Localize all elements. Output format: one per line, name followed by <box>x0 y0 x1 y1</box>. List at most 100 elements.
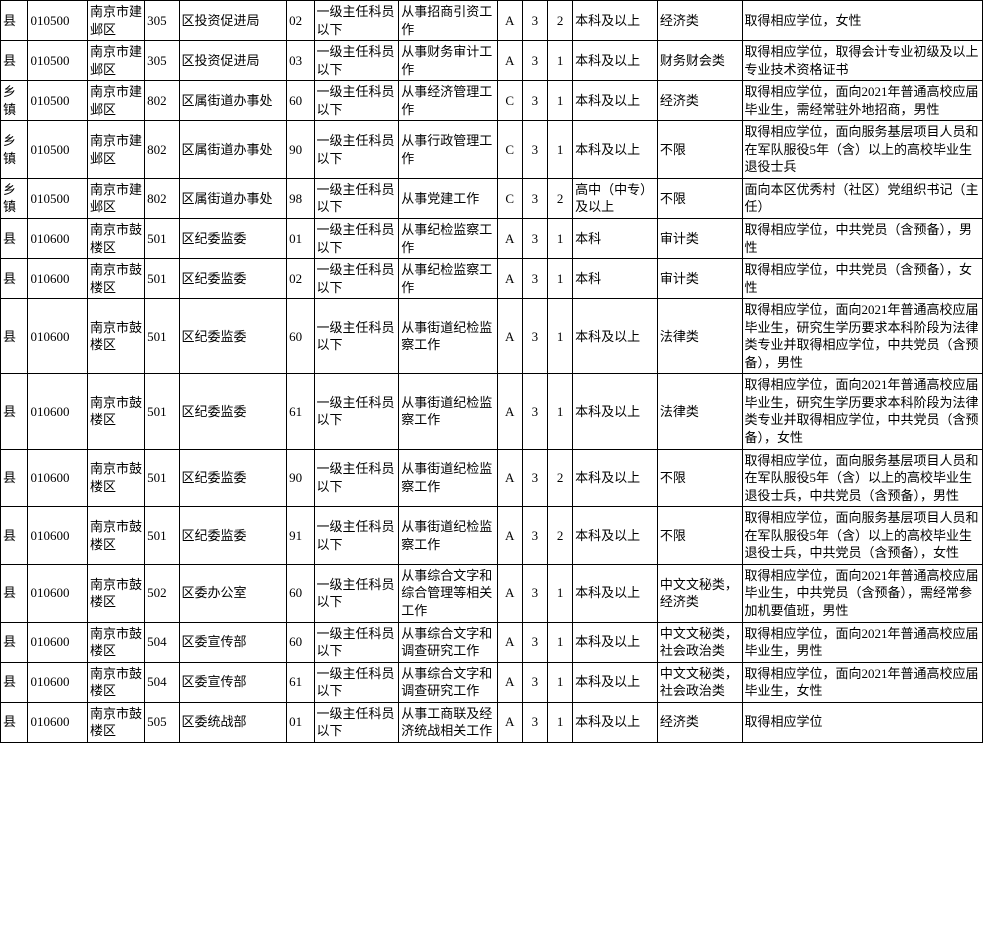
table-row: 县010600南京市鼓楼区501区纪委监委60一级主任科员以下从事街道纪检监察工… <box>1 299 983 374</box>
table-cell: 010600 <box>28 507 88 565</box>
table-cell: 取得相应学位，面向服务基层项目人员和在军队服役5年（含）以上的高校毕业生退役士兵 <box>742 121 982 179</box>
table-cell: 本科 <box>573 219 658 259</box>
table-cell: 60 <box>287 299 314 374</box>
table-cell: 一级主任科员以下 <box>314 374 399 449</box>
table-cell: 010600 <box>28 622 88 662</box>
table-cell: 一级主任科员以下 <box>314 702 399 742</box>
table-row: 县010600南京市鼓楼区504区委宣传部60一级主任科员以下从事综合文字和调查… <box>1 622 983 662</box>
table-cell: 南京市鼓楼区 <box>87 564 144 622</box>
table-cell: 县 <box>1 449 28 507</box>
table-cell: 乡镇 <box>1 178 28 218</box>
table-cell: A <box>497 702 522 742</box>
table-cell: 02 <box>287 259 314 299</box>
table-cell: 从事党建工作 <box>399 178 497 218</box>
table-cell: 3 <box>522 662 547 702</box>
table-row: 县010600南京市鼓楼区504区委宣传部61一级主任科员以下从事综合文字和调查… <box>1 662 983 702</box>
table-cell: 501 <box>145 374 179 449</box>
table-cell: 从事纪检监察工作 <box>399 219 497 259</box>
table-cell: 504 <box>145 622 179 662</box>
table-cell: 一级主任科员以下 <box>314 662 399 702</box>
table-cell: A <box>497 564 522 622</box>
table-cell: 010600 <box>28 662 88 702</box>
table-cell: 从事招商引资工作 <box>399 1 497 41</box>
table-cell: 501 <box>145 299 179 374</box>
table-row: 县010600南京市鼓楼区505区委统战部01一级主任科员以下从事工商联及经济统… <box>1 702 983 742</box>
table-cell: 取得相应学位 <box>742 702 982 742</box>
table-cell: 一级主任科员以下 <box>314 121 399 179</box>
table-cell: 010600 <box>28 702 88 742</box>
table-cell: 区委宣传部 <box>179 662 287 702</box>
table-cell: 3 <box>522 41 547 81</box>
table-cell: 010600 <box>28 564 88 622</box>
table-cell: 1 <box>547 374 572 449</box>
table-cell: 1 <box>547 702 572 742</box>
table-cell: 区委宣传部 <box>179 622 287 662</box>
table-cell: 1 <box>547 121 572 179</box>
table-cell: 南京市鼓楼区 <box>87 449 144 507</box>
table-cell: 县 <box>1 622 28 662</box>
table-cell: 本科及以上 <box>573 662 658 702</box>
table-cell: 1 <box>547 219 572 259</box>
table-cell: 3 <box>522 507 547 565</box>
table-cell: 中文文秘类，经济类 <box>657 564 742 622</box>
table-cell: 从事纪检监察工作 <box>399 259 497 299</box>
table-cell: 南京市鼓楼区 <box>87 299 144 374</box>
table-cell: 一级主任科员以下 <box>314 41 399 81</box>
table-cell: 本科及以上 <box>573 702 658 742</box>
table-cell: 南京市鼓楼区 <box>87 374 144 449</box>
table-cell: 60 <box>287 622 314 662</box>
table-cell: 区属街道办事处 <box>179 81 287 121</box>
table-cell: 1 <box>547 622 572 662</box>
table-cell: 2 <box>547 507 572 565</box>
table-cell: 取得相应学位，面向服务基层项目人员和在军队服役5年（含）以上的高校毕业生退役士兵… <box>742 507 982 565</box>
table-cell: 3 <box>522 121 547 179</box>
table-cell: 010600 <box>28 449 88 507</box>
table-cell: 3 <box>522 564 547 622</box>
table-cell: 一级主任科员以下 <box>314 622 399 662</box>
table-cell: 县 <box>1 1 28 41</box>
table-cell: 本科及以上 <box>573 564 658 622</box>
table-cell: C <box>497 178 522 218</box>
table-cell: 南京市鼓楼区 <box>87 622 144 662</box>
table-cell: 不限 <box>657 121 742 179</box>
table-cell: 县 <box>1 374 28 449</box>
table-cell: 南京市鼓楼区 <box>87 219 144 259</box>
table-cell: 305 <box>145 1 179 41</box>
table-row: 县010600南京市鼓楼区502区委办公室60一级主任科员以下从事综合文字和综合… <box>1 564 983 622</box>
table-cell: 本科及以上 <box>573 449 658 507</box>
table-cell: 取得相应学位，面向2021年普通高校应届毕业生，男性 <box>742 622 982 662</box>
table-cell: 本科及以上 <box>573 1 658 41</box>
table-cell: 010600 <box>28 374 88 449</box>
table-cell: 010600 <box>28 219 88 259</box>
table-cell: 501 <box>145 219 179 259</box>
table-cell: 010500 <box>28 41 88 81</box>
table-cell: 从事工商联及经济统战相关工作 <box>399 702 497 742</box>
table-cell: 审计类 <box>657 259 742 299</box>
table-cell: 区纪委监委 <box>179 507 287 565</box>
table-cell: A <box>497 259 522 299</box>
table-cell: 3 <box>522 259 547 299</box>
table-row: 乡镇010500南京市建邺区802区属街道办事处98一级主任科员以下从事党建工作… <box>1 178 983 218</box>
table-cell: 本科及以上 <box>573 299 658 374</box>
table-cell: 区投资促进局 <box>179 41 287 81</box>
table-cell: 县 <box>1 299 28 374</box>
table-cell: 从事综合文字和综合管理等相关工作 <box>399 564 497 622</box>
table-cell: 取得相应学位，面向2021年普通高校应届毕业生，中共党员（含预备），需经常参加机… <box>742 564 982 622</box>
table-cell: A <box>497 662 522 702</box>
table-cell: 取得相应学位，取得会计专业初级及以上专业技术资格证书 <box>742 41 982 81</box>
table-cell: 区纪委监委 <box>179 299 287 374</box>
table-cell: 从事街道纪检监察工作 <box>399 299 497 374</box>
table-cell: 010600 <box>28 259 88 299</box>
table-cell: 区纪委监委 <box>179 449 287 507</box>
table-cell: 经济类 <box>657 1 742 41</box>
table-cell: A <box>497 374 522 449</box>
table-cell: 61 <box>287 662 314 702</box>
table-cell: 取得相应学位，面向服务基层项目人员和在军队服役5年（含）以上的高校毕业生退役士兵… <box>742 449 982 507</box>
table-cell: 不限 <box>657 507 742 565</box>
table-cell: 802 <box>145 81 179 121</box>
table-cell: 010600 <box>28 299 88 374</box>
table-cell: 一级主任科员以下 <box>314 449 399 507</box>
table-cell: 03 <box>287 41 314 81</box>
table-cell: 中文文秘类，社会政治类 <box>657 622 742 662</box>
table-cell: A <box>497 299 522 374</box>
